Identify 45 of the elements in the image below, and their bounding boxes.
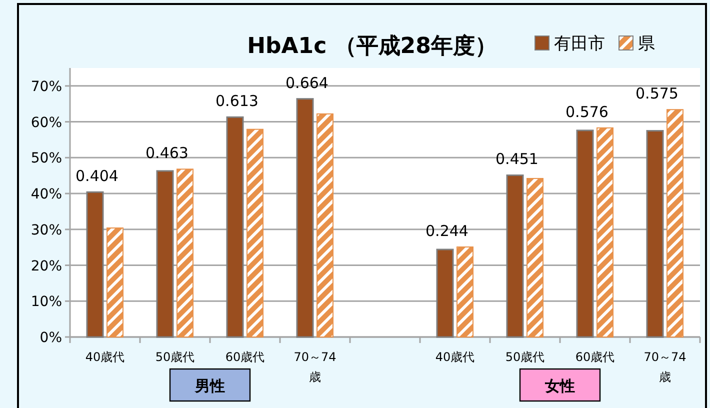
legend-label: 県 [638,34,655,54]
bar [106,227,124,338]
y-tick-label: 60% [30,114,62,131]
bar [596,127,614,338]
bar [176,168,194,338]
data-label: 0.613 [216,92,258,110]
data-label: 0.404 [76,167,118,186]
x-tick-label: 40歳代 [435,350,475,364]
bar [86,191,104,338]
data-label: 0.575 [636,84,678,103]
y-tick-label: 70% [30,78,62,95]
data-label: 0.244 [426,222,468,240]
bar [506,174,524,338]
x-tick-label: 50歳代 [155,350,195,364]
y-tick-label: 10% [30,294,62,310]
text: 女性 [544,377,575,395]
bar [226,116,244,338]
data-label: 0.576 [566,102,608,121]
x-tick-label: 50歳代 [505,350,545,364]
bar [246,128,264,338]
bar [526,178,544,338]
legend-label: 有田市 [554,34,605,54]
x-tick-label: 70～74歳 [644,350,686,384]
y-tick-label: 30% [30,222,62,238]
bar [316,113,334,338]
bar [666,109,684,338]
x-tick-label: 70～74歳 [294,350,336,384]
y-tick-label: 0% [40,330,62,346]
bar [456,246,474,338]
bar [296,98,314,338]
data-label: 0.664 [286,74,328,92]
y-tick-label: 20% [30,258,62,274]
chart-title: HbA1c （平成28年度） [247,33,497,59]
text: 男性 [194,377,225,395]
x-tick-label: 60歳代 [575,350,615,364]
y-tick-label: 40% [30,186,62,203]
y-tick-label: 50% [30,150,62,167]
x-tick-label: 40歳代 [85,350,125,364]
data-label: 0.463 [146,144,188,162]
bar [646,130,664,338]
bar [156,170,174,338]
bar [436,248,454,338]
data-label: 0.451 [496,150,538,168]
x-tick-label: 60歳代 [225,350,265,364]
bar [576,130,594,338]
